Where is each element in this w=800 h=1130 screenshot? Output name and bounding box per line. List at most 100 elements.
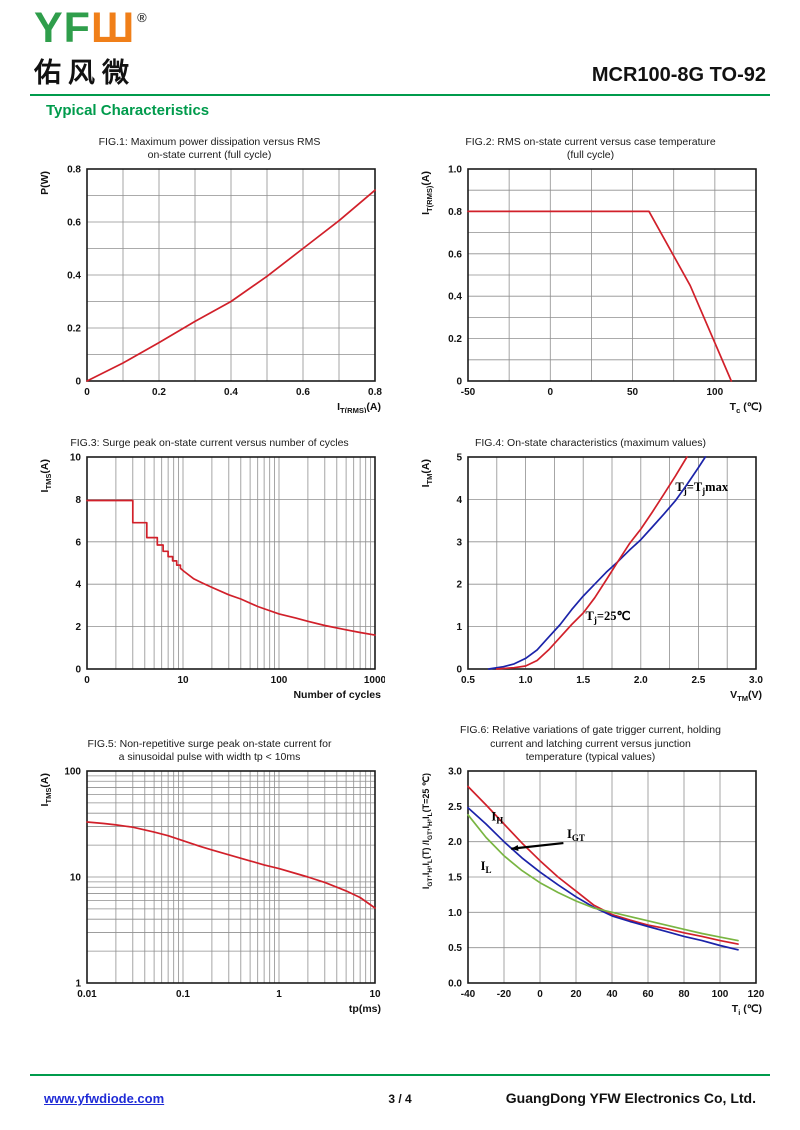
svg-text:10: 10 <box>177 675 189 686</box>
svg-text:0.4: 0.4 <box>224 387 238 398</box>
footer-divider <box>30 1074 770 1076</box>
svg-text:1000: 1000 <box>363 675 384 686</box>
svg-text:0: 0 <box>84 387 90 398</box>
svg-text:2.5: 2.5 <box>691 675 705 686</box>
svg-text:1: 1 <box>456 622 462 633</box>
svg-text:ITM(A): ITM(A) <box>420 459 434 487</box>
svg-text:6: 6 <box>75 537 81 548</box>
svg-text:0.2: 0.2 <box>448 334 462 345</box>
svg-text:IT(RMS)(A): IT(RMS)(A) <box>420 171 434 215</box>
svg-text:-40: -40 <box>460 989 475 1000</box>
figure-fig1: FIG.1: Maximum power dissipation versus … <box>24 131 395 413</box>
svg-text:100: 100 <box>711 989 728 1000</box>
svg-text:Tj=Tjmax: Tj=Tjmax <box>675 480 728 496</box>
svg-text:1.0: 1.0 <box>448 908 462 919</box>
svg-text:1.0: 1.0 <box>518 675 532 686</box>
svg-text:1.0: 1.0 <box>448 164 462 175</box>
svg-text:100: 100 <box>64 766 81 777</box>
svg-text:IL: IL <box>480 859 491 875</box>
svg-text:100: 100 <box>270 675 287 686</box>
svg-text:2.0: 2.0 <box>633 675 647 686</box>
registered-mark-icon: ® <box>137 10 148 25</box>
svg-text:IH: IH <box>491 809 503 825</box>
header: YFШ ® 佑风微 MCR100-8G TO-92 <box>0 0 800 90</box>
svg-text:0.6: 0.6 <box>448 249 462 260</box>
svg-text:0: 0 <box>547 387 553 398</box>
svg-text:100: 100 <box>706 387 723 398</box>
svg-text:0: 0 <box>84 675 90 686</box>
page-number: 3 / 4 <box>388 1092 412 1106</box>
header-divider <box>30 93 770 96</box>
fig5-plot: 0.01 0.1 1 10 1 10 100 ITMS(A) tp(ms) <box>39 766 381 1015</box>
svg-text:120: 120 <box>747 989 764 1000</box>
svg-text:Tj=25℃: Tj=25℃ <box>585 609 630 625</box>
footer: www.yfwdiode.com 3 / 4 GuangDong YFW Ele… <box>0 1070 800 1130</box>
svg-text:2: 2 <box>456 580 462 591</box>
fig2-title: FIG.2: RMS on-state current versus case … <box>465 135 716 162</box>
svg-text:0.8: 0.8 <box>448 207 462 218</box>
logo-chinese-name: 佑风微 <box>34 57 136 88</box>
svg-text:2.0: 2.0 <box>448 837 462 848</box>
logo-w-glyph: Ш <box>90 4 136 52</box>
svg-text:50: 50 <box>627 387 639 398</box>
figure-fig4: FIG.4: On-state characteristics (maximum… <box>405 433 776 701</box>
figure-fig3: FIG.3: Surge peak on-state current versu… <box>24 433 395 701</box>
svg-text:Number of cycles: Number of cycles <box>293 689 381 701</box>
svg-text:0: 0 <box>456 664 462 675</box>
fig6-title: FIG.6: Relative variations of gate trigg… <box>460 723 721 764</box>
svg-text:10: 10 <box>69 452 81 463</box>
svg-text:IGT: IGT <box>567 827 585 843</box>
svg-text:8: 8 <box>75 495 81 506</box>
fig1-title: FIG.1: Maximum power dissipation versus … <box>98 135 321 162</box>
figure-fig6: FIG.6: Relative variations of gate trigg… <box>405 721 776 1015</box>
svg-text:IGT,IH,IL(T) /IGT,IH,IL(T=25 ℃: IGT,IH,IL(T) /IGT,IH,IL(T=25 ℃) <box>421 773 434 889</box>
fig1-plot: 0 0.2 0.4 0.6 0.8 0 0.2 0.4 0.6 0.8 P(W) IT(RMS)(A) <box>39 164 382 413</box>
svg-text:0.8: 0.8 <box>67 164 81 175</box>
fig3-title: FIG.3: Surge peak on-state current versu… <box>70 437 349 450</box>
svg-text:0.01: 0.01 <box>77 989 97 1000</box>
svg-text:Tj (℃): Tj (℃) <box>731 1003 761 1015</box>
website-link[interactable]: www.yfwdiode.com <box>44 1091 165 1106</box>
svg-text:-20: -20 <box>496 989 511 1000</box>
svg-text:P(W): P(W) <box>39 171 51 195</box>
svg-text:0: 0 <box>75 664 81 675</box>
svg-text:VTM(V): VTM(V) <box>730 689 762 701</box>
svg-text:0.5: 0.5 <box>461 675 475 686</box>
company-name: GuangDong YFW Electronics Co, Ltd. <box>505 1090 756 1106</box>
svg-text:5: 5 <box>456 452 462 463</box>
svg-text:4: 4 <box>456 495 462 506</box>
svg-text:1: 1 <box>75 978 81 989</box>
svg-text:0.0: 0.0 <box>448 978 462 989</box>
svg-text:0.2: 0.2 <box>152 387 166 398</box>
fig4-title: FIG.4: On-state characteristics (maximum… <box>474 437 707 450</box>
svg-text:20: 20 <box>570 989 582 1000</box>
svg-text:1: 1 <box>276 989 282 1000</box>
svg-text:80: 80 <box>678 989 690 1000</box>
svg-text:ITMS(A): ITMS(A) <box>39 773 53 806</box>
section-title: Typical Characteristics <box>46 101 210 119</box>
svg-text:0: 0 <box>456 376 462 387</box>
svg-text:0.4: 0.4 <box>67 270 81 281</box>
svg-text:1.5: 1.5 <box>448 872 462 883</box>
fig5-title: FIG.5: Non-repetitive surge peak on-stat… <box>87 737 332 764</box>
logo-yf-text: YF <box>34 4 91 52</box>
svg-text:40: 40 <box>606 989 618 1000</box>
svg-text:0: 0 <box>75 376 81 387</box>
svg-text:0.4: 0.4 <box>448 292 462 303</box>
svg-text:10: 10 <box>69 872 81 883</box>
svg-text:tp(ms): tp(ms) <box>348 1003 380 1015</box>
svg-text:3.0: 3.0 <box>749 675 763 686</box>
footer-row: www.yfwdiode.com 3 / 4 GuangDong YFW Ele… <box>0 1076 800 1106</box>
svg-text:2: 2 <box>75 622 81 633</box>
svg-text:ITMS(A): ITMS(A) <box>39 459 53 492</box>
company-logo: YFШ ® 佑风微 <box>34 7 148 90</box>
logo-wordmark: YFШ ® <box>34 7 148 50</box>
svg-text:0.1: 0.1 <box>176 989 190 1000</box>
svg-text:2.5: 2.5 <box>448 802 462 813</box>
fig6-plot: -40 -20 0 20 40 60 80 100 120 0.0 0.5 1.0 1.5 2.0 2.5 3… <box>421 766 765 1015</box>
svg-text:0: 0 <box>537 989 543 1000</box>
svg-text:60: 60 <box>642 989 654 1000</box>
svg-text:3: 3 <box>456 537 462 548</box>
fig4-plot: 0.5 1.0 1.5 2.0 2.5 3.0 0 1 2 3 4 5 Tj=Tjmax Tj=25℃ IT… <box>420 452 763 701</box>
